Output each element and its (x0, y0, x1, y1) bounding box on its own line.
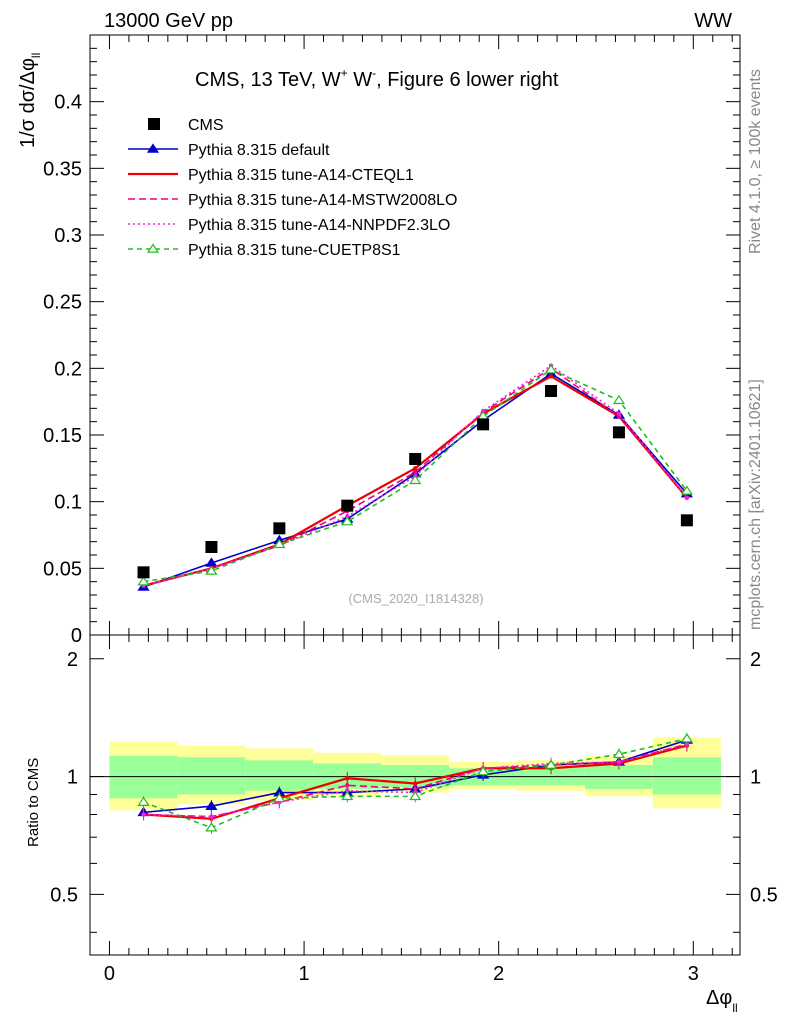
y-axis-label-main-text: 1/σ dσ/Δφ (17, 58, 39, 148)
x-axis-label-sub: ll (732, 1001, 737, 1015)
series-marker-ratio (141, 812, 146, 817)
legend-label: Pythia 8.315 tune-A14-NNPDF2.3LO (188, 217, 450, 234)
y-tick-label-main: 0.3 (54, 225, 82, 247)
data-point-cms (409, 453, 422, 465)
series-marker-main (409, 474, 422, 485)
series-marker-ratio (616, 759, 622, 765)
data-point-cms (273, 522, 286, 535)
series-marker-main (412, 470, 418, 475)
legend-label: Pythia 8.315 tune-A14-MSTW2008LO (188, 192, 457, 209)
plot-title-main: CMS, 13 TeV, W (195, 69, 341, 91)
plot-title-sup2: - (372, 66, 376, 80)
x-axis-label: Δφll (706, 987, 738, 1015)
series-line-ratio (143, 743, 688, 818)
data-point-cms (477, 418, 490, 431)
series-marker-ratio (205, 800, 218, 810)
y-tick-label-main: 0.4 (54, 92, 82, 114)
series-marker-ratio (209, 814, 214, 819)
series-marker-ratio (544, 759, 558, 769)
plot-title-tail: , Figure 6 lower right (376, 69, 559, 91)
legend-label-cms: CMS (188, 117, 224, 134)
legend-label: Pythia 8.315 default (188, 142, 330, 159)
series-marker-ratio (341, 790, 354, 801)
y-tick-label-main: 0.2 (54, 358, 82, 380)
mcplots-label: mcplots.cern.ch [arXiv:2401.10621] (747, 379, 764, 630)
series-marker-ratio (205, 822, 218, 832)
data-point-cms (137, 566, 150, 579)
series-marker-main (544, 364, 558, 374)
ratio-band-green (652, 757, 721, 795)
plot-title-mid: W (348, 69, 373, 91)
rivet-version-label: Rivet 4.1.0, ≥ 100k events (747, 69, 764, 254)
x-axis-label-text: Δφ (706, 987, 732, 1009)
ratio-band-green (177, 757, 246, 795)
series-marker-main (273, 538, 286, 549)
series-marker-main (341, 516, 354, 526)
y-tick-label-ratio: 1 (67, 767, 78, 789)
y-tick-label-ratio: 0.5 (50, 884, 78, 906)
data-point-cms (341, 499, 354, 512)
data-point-cms (545, 385, 558, 397)
series-line-main (143, 367, 688, 587)
y-tick-label-main: 0 (71, 625, 82, 647)
y-tick-label-main: 0.05 (43, 558, 82, 580)
data-point-cms (612, 426, 625, 439)
data-point-cms (680, 514, 693, 527)
legend-label: Pythia 8.315 tune-CUETP8S1 (188, 242, 401, 259)
plot-title-sup1: + (341, 66, 348, 80)
y-axis-label-ratio: Ratio to CMS (25, 758, 42, 847)
series-marker-ratio (345, 776, 350, 781)
x-tick-label: 3 (688, 963, 699, 985)
series-marker-main (548, 374, 554, 379)
series-marker-main (137, 576, 150, 586)
legend-marker (146, 143, 160, 153)
y-tick-label-ratio: 2 (67, 649, 78, 671)
series-marker-ratio (680, 733, 693, 743)
series-marker-main (612, 394, 626, 405)
y-tick-label-main: 0.15 (43, 425, 82, 447)
legend: CMS Pythia 8.315 default Pythia 8.315 tun… (128, 117, 457, 259)
y-tick-label-ratio-right: 1 (750, 767, 761, 789)
y-tick-label-main: 0.25 (43, 292, 82, 314)
y-axis-label-main-sub: ll (29, 53, 43, 58)
series-marker-ratio (137, 796, 150, 806)
y-tick-label-main: 0.35 (43, 158, 82, 180)
ratio-plot-frame (89, 634, 741, 956)
series-line-main (143, 364, 688, 587)
legend-marker (146, 243, 160, 253)
x-tick-label: 1 (299, 963, 310, 985)
ratio-band-green (245, 760, 314, 791)
series-marker-main (412, 466, 418, 471)
series-marker-main (616, 411, 622, 416)
y-tick-label-main: 0.1 (54, 492, 82, 514)
header-energy-label: 13000 GeV pp (104, 10, 233, 32)
legend-label: Pythia 8.315 tune-A14-CTEQL1 (188, 167, 414, 184)
series-marker-main (680, 485, 693, 495)
analysis-id-label: (CMS_2020_I1814328) (348, 591, 483, 606)
x-tick-label: 0 (104, 963, 115, 985)
x-tick-label: 2 (493, 963, 504, 985)
series-marker-main (205, 565, 218, 575)
legend-marker-cms (148, 118, 160, 130)
y-tick-label-ratio-right: 2 (750, 649, 761, 671)
data-point-cms (205, 541, 218, 553)
ratio-band-green (516, 766, 585, 786)
series-marker-ratio (477, 765, 490, 776)
series-marker-main (684, 495, 690, 500)
series-marker-ratio (409, 790, 422, 801)
header-process-label: WW (694, 10, 732, 32)
series-marker-ratio (273, 792, 286, 803)
plot-title: CMS, 13 TeV, W+ W-, Figure 6 lower right (195, 66, 559, 91)
y-axis-label-main: 1/σ dσ/Δφll (17, 53, 43, 148)
y-tick-label-ratio-right: 0.5 (750, 884, 778, 906)
series-marker-ratio (612, 748, 626, 759)
